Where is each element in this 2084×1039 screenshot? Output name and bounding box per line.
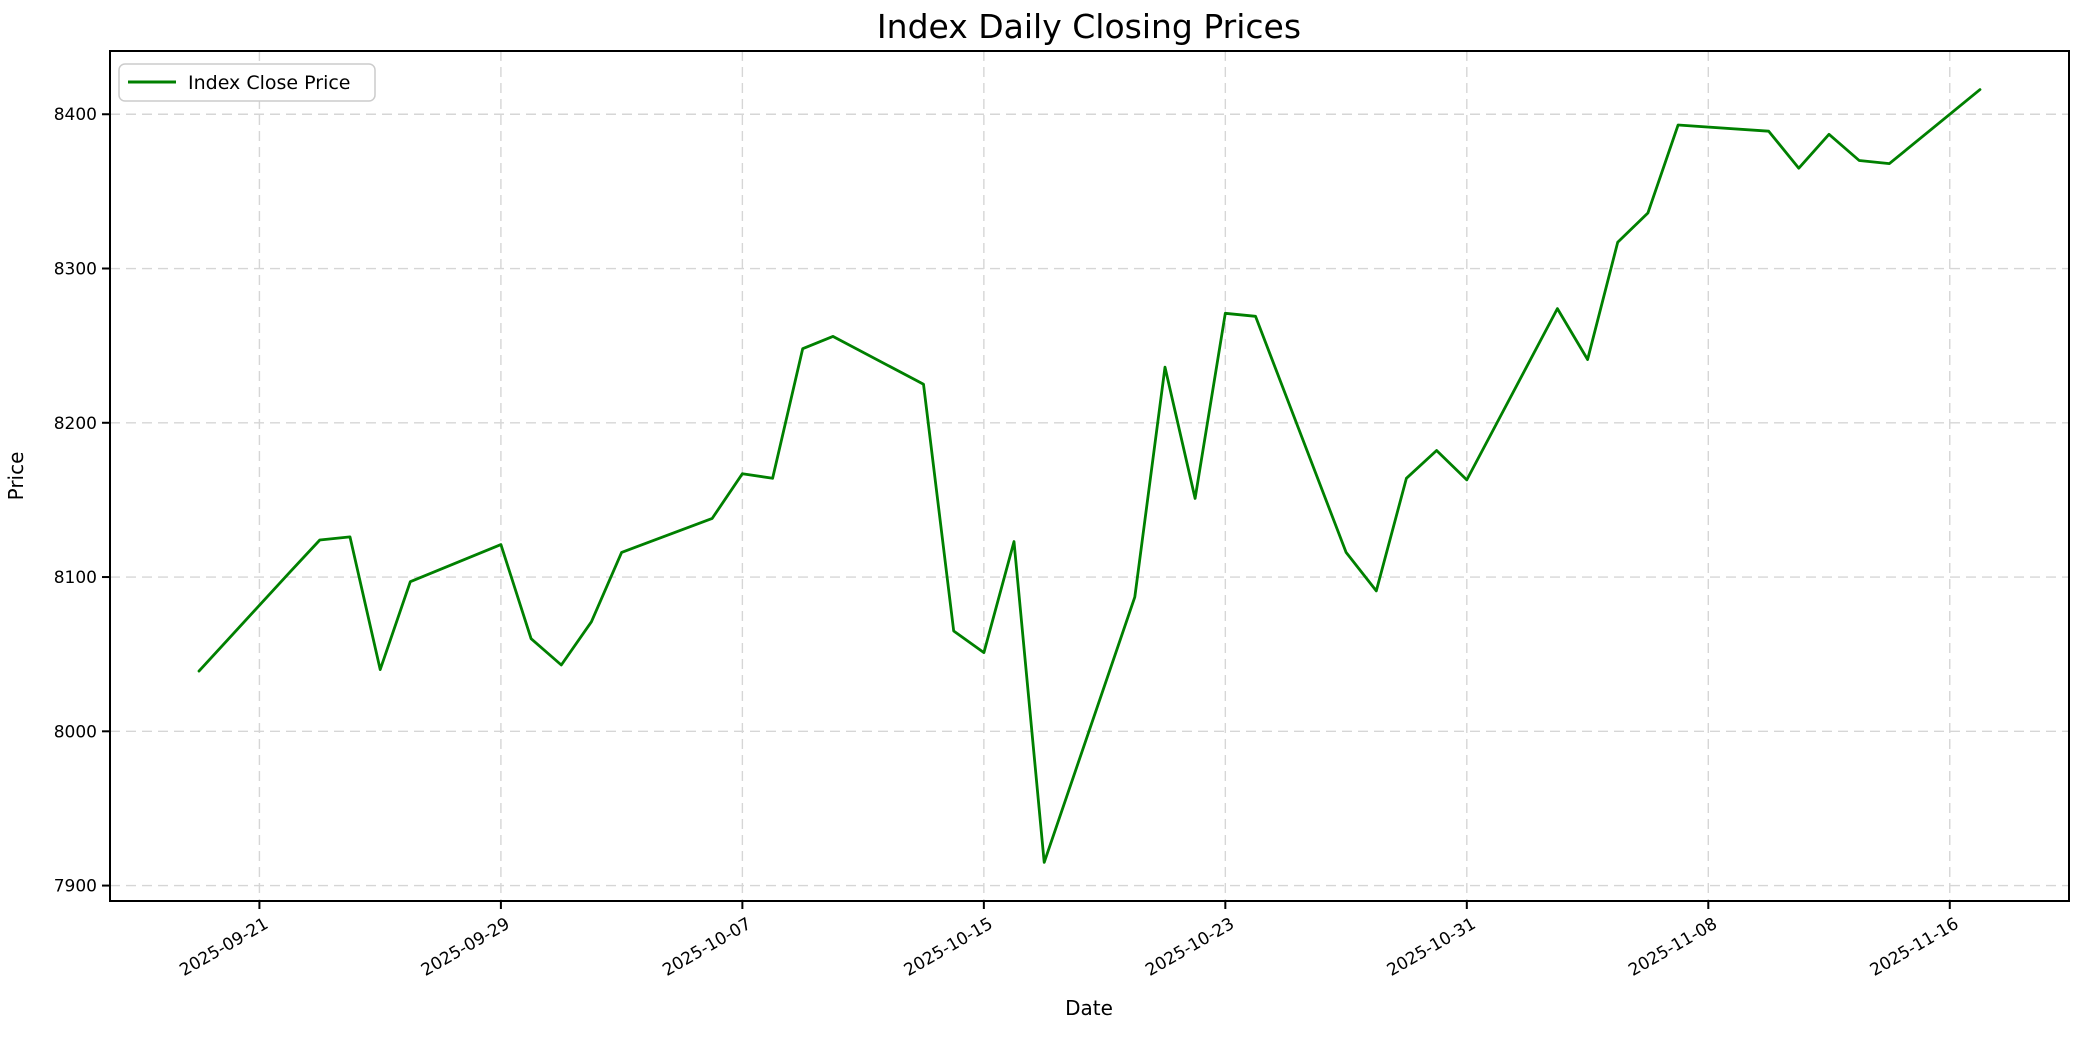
y-tick-label: 7900 <box>54 877 97 897</box>
x-tick-label: 2025-10-15 <box>901 914 997 981</box>
x-tick-label: 2025-10-31 <box>1384 914 1480 981</box>
y-tick-label: 8000 <box>54 722 97 742</box>
x-tick-label: 2025-11-16 <box>1867 914 1963 981</box>
index-close-price-line <box>197 88 1982 864</box>
plot-frame <box>109 50 2070 902</box>
x-tick-labels: 2025-09-21 2025-09-29 2025-10-07 2025-10-15… <box>176 914 1962 981</box>
tick-marks <box>102 113 1951 909</box>
y-tick-label: 8200 <box>54 414 97 434</box>
price-line-series <box>197 88 1982 864</box>
chart-title: Index Daily Closing Prices <box>877 7 1301 46</box>
y-axis-label: Price <box>4 452 28 501</box>
y-tick-label: 8400 <box>54 105 97 125</box>
x-tick-label: 2025-11-08 <box>1625 914 1721 981</box>
gridlines <box>110 51 2069 901</box>
x-tick-label: 2025-09-29 <box>418 914 514 981</box>
y-tick-labels: 7900 8000 8100 8200 8300 8400 <box>54 105 97 896</box>
legend-label: Index Close Price <box>188 72 351 94</box>
x-tick-label: 2025-09-21 <box>176 914 272 981</box>
x-tick-label: 2025-10-07 <box>659 914 755 981</box>
x-tick-label: 2025-10-23 <box>1142 914 1238 981</box>
y-tick-label: 8300 <box>54 260 97 280</box>
y-tick-label: 8100 <box>54 568 97 588</box>
legend: Index Close Price <box>118 63 376 102</box>
x-axis-label: Date <box>1065 996 1113 1020</box>
legend-box <box>118 63 376 102</box>
